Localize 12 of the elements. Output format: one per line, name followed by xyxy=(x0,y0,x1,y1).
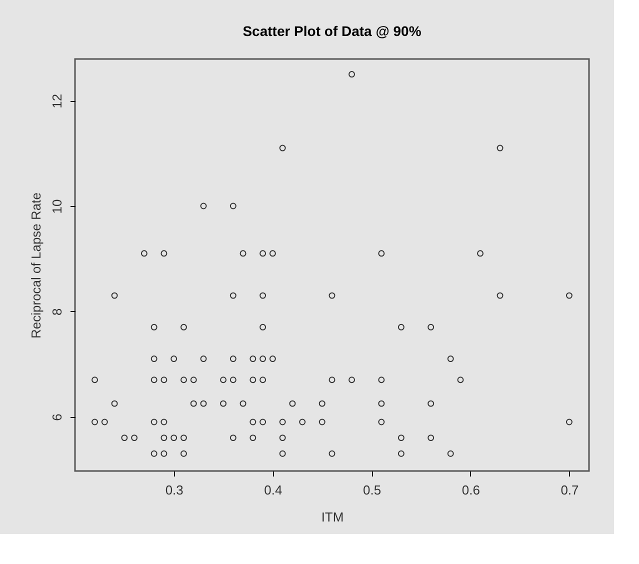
x-tick-label: 0.4 xyxy=(264,482,282,498)
x-tick-label: 0.3 xyxy=(165,482,184,498)
x-tick-label: 0.5 xyxy=(363,482,382,498)
y-tick-label: 10 xyxy=(50,199,64,214)
y-tick-label: 12 xyxy=(50,94,64,108)
y-axis-title: Reciprocal of Lapse Rate xyxy=(28,192,44,338)
y-tick-label: 6 xyxy=(50,414,64,421)
x-axis-title: ITM xyxy=(321,510,344,524)
x-tick-label: 0.6 xyxy=(462,482,480,498)
chart-title: Scatter Plot of Data @ 90% xyxy=(242,23,422,39)
y-tick-label: 8 xyxy=(50,308,64,316)
x-tick-label: 0.7 xyxy=(560,482,579,498)
